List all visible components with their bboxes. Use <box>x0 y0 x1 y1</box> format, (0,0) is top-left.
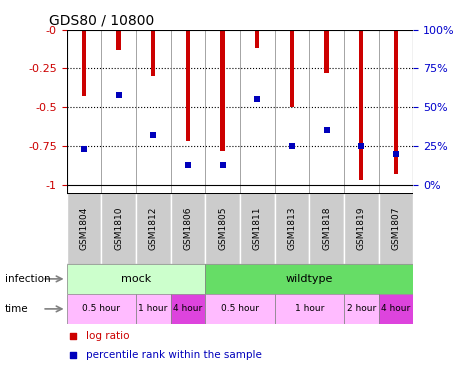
Text: GDS80 / 10800: GDS80 / 10800 <box>49 13 154 27</box>
Text: wildtype: wildtype <box>285 274 333 284</box>
Text: GSM1811: GSM1811 <box>253 206 262 250</box>
Bar <box>151 30 155 76</box>
Bar <box>255 30 259 48</box>
Bar <box>275 294 344 324</box>
Text: GSM1805: GSM1805 <box>218 206 227 250</box>
Text: 1 hour: 1 hour <box>139 305 168 313</box>
Bar <box>344 193 379 264</box>
Text: GSM1813: GSM1813 <box>287 206 296 250</box>
Point <box>323 127 331 133</box>
Text: GSM1819: GSM1819 <box>357 206 366 250</box>
Bar <box>66 294 136 324</box>
Point <box>184 162 192 168</box>
Bar <box>101 193 136 264</box>
Bar <box>220 30 225 151</box>
Point <box>288 143 295 149</box>
Text: GSM1807: GSM1807 <box>391 206 400 250</box>
Bar <box>136 294 171 324</box>
Text: GSM1806: GSM1806 <box>183 206 192 250</box>
Text: GSM1810: GSM1810 <box>114 206 123 250</box>
Point <box>115 92 123 98</box>
Bar <box>290 30 294 107</box>
Text: 1 hour: 1 hour <box>294 305 324 313</box>
Text: mock: mock <box>121 274 151 284</box>
Bar <box>240 193 275 264</box>
Point <box>299 67 307 72</box>
Text: infection: infection <box>5 274 50 284</box>
Text: GSM1812: GSM1812 <box>149 206 158 250</box>
Bar <box>359 30 363 180</box>
Bar <box>205 264 413 294</box>
Bar <box>379 193 413 264</box>
Bar <box>344 294 379 324</box>
Bar <box>171 294 205 324</box>
Text: 2 hour: 2 hour <box>347 305 376 313</box>
Text: 4 hour: 4 hour <box>381 305 410 313</box>
Bar <box>66 264 205 294</box>
Text: 0.5 hour: 0.5 hour <box>221 305 259 313</box>
Bar <box>66 193 101 264</box>
Bar <box>394 30 398 174</box>
Bar <box>205 193 240 264</box>
Bar <box>171 193 205 264</box>
Bar <box>116 30 121 50</box>
Point <box>392 151 400 157</box>
Bar <box>82 30 86 96</box>
Text: log ratio: log ratio <box>86 331 129 341</box>
Text: time: time <box>5 304 28 314</box>
Point <box>80 146 88 152</box>
Text: 4 hour: 4 hour <box>173 305 202 313</box>
Bar <box>309 193 344 264</box>
Point <box>299 246 307 252</box>
Bar <box>324 30 329 73</box>
Bar <box>136 193 171 264</box>
Point <box>218 162 227 168</box>
Bar <box>379 294 413 324</box>
Point <box>254 97 261 102</box>
Text: GSM1804: GSM1804 <box>79 206 88 250</box>
Text: 0.5 hour: 0.5 hour <box>82 305 120 313</box>
Text: GSM1818: GSM1818 <box>322 206 331 250</box>
Point <box>358 143 365 149</box>
Bar <box>275 193 309 264</box>
Text: percentile rank within the sample: percentile rank within the sample <box>86 351 261 361</box>
Bar <box>205 294 275 324</box>
Bar <box>186 30 190 141</box>
Point <box>149 132 157 138</box>
